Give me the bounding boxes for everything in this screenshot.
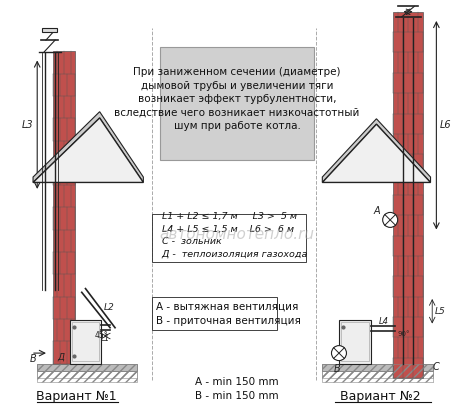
Text: 45°: 45° (94, 331, 108, 340)
Bar (152, 214, 306, 261)
Text: L1: L1 (101, 334, 110, 343)
Text: L1 + L2 ≤ 1,7 м     L3 >  5 м
  L4 + L5 ≤ 1,5 м    L6 >  6 м
  С -  зольник
  Д : L1 + L2 ≤ 1,7 м L3 > 5 м L4 + L5 ≤ 1,5 м… (156, 212, 307, 259)
Text: Д: Д (57, 353, 64, 362)
Bar (152, 297, 276, 330)
Text: A: A (373, 206, 380, 216)
Polygon shape (322, 119, 430, 182)
Polygon shape (33, 118, 143, 182)
Bar (72, 322, 99, 362)
Text: L5: L5 (434, 307, 445, 316)
Text: L4: L4 (378, 316, 388, 326)
Bar (160, 47, 314, 160)
Bar (42, 28, 57, 32)
Text: B: B (30, 354, 37, 364)
Bar (322, 371, 433, 382)
Text: C: C (433, 362, 439, 372)
Circle shape (383, 212, 398, 228)
Text: Вариант №1: Вариант №1 (36, 390, 117, 403)
Text: А - вытяжная вентиляция
В - приточная вентиляция: А - вытяжная вентиляция В - приточная ве… (156, 302, 301, 326)
Polygon shape (322, 124, 430, 182)
Text: L6: L6 (440, 120, 452, 130)
Bar (341, 322, 369, 362)
Text: Вариант №2: Вариант №2 (340, 390, 421, 403)
Text: 90°: 90° (397, 331, 410, 337)
Bar (37, 364, 137, 378)
Bar (37, 371, 137, 382)
Text: L3: L3 (22, 120, 34, 130)
Text: B: B (334, 365, 340, 374)
Circle shape (331, 346, 346, 361)
Bar (37, 364, 137, 371)
Polygon shape (33, 112, 143, 182)
Bar (70, 320, 101, 364)
Bar (393, 12, 423, 378)
Text: При заниженном сечении (диаметре)
дымовой трубы и увеличении тяги
возникает эффе: При заниженном сечении (диаметре) дымово… (114, 67, 360, 132)
Bar (322, 364, 433, 378)
Text: L2: L2 (104, 303, 115, 312)
Bar (53, 52, 75, 364)
Bar (322, 364, 433, 371)
Text: А - min 150 mm
В - min 150 mm: А - min 150 mm В - min 150 mm (195, 377, 279, 401)
Text: автономнотепло.ru: автономнотепло.ru (159, 227, 315, 242)
Bar (339, 320, 372, 364)
